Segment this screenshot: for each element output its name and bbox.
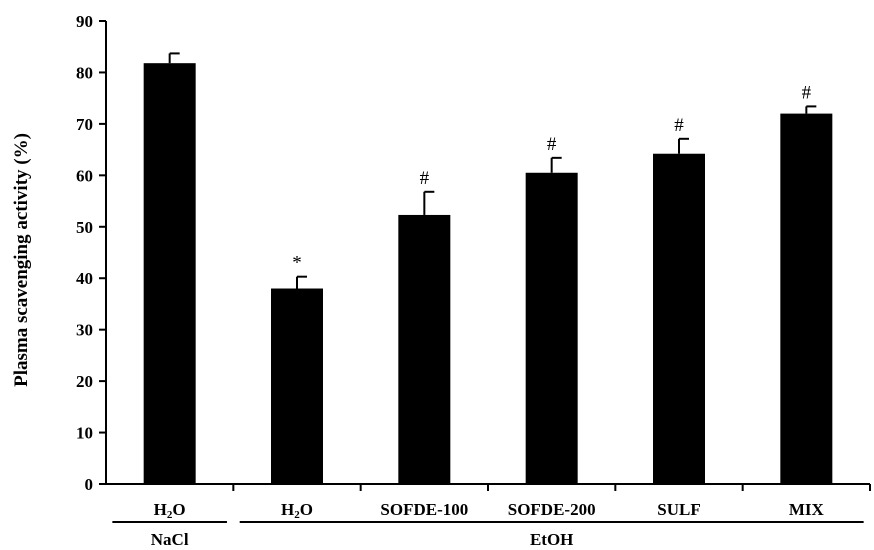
x-tick-label: MIX — [789, 500, 825, 519]
axes — [105, 21, 871, 491]
x-tick-label: SOFDE-200 — [508, 500, 596, 519]
group-labels: NaCl EtOH — [112, 521, 864, 549]
bar — [143, 63, 196, 484]
bars: * # # # # — [143, 52, 833, 484]
group-label: EtOH — [530, 530, 573, 549]
y-tick-label: 10 — [76, 424, 93, 443]
y-tick-label: 0 — [85, 475, 94, 494]
y-tick-label: 40 — [76, 269, 93, 288]
x-axis-labels: H2O H2O SOFDE-100 SOFDE-200 SULF MIX — [154, 500, 825, 521]
group-label: NaCl — [151, 530, 189, 549]
significance-mark: # — [674, 115, 684, 136]
significance-mark: # — [547, 134, 557, 155]
x-tick-label: H2O — [154, 500, 186, 521]
y-axis-ticks: 0 10 20 30 40 50 60 70 80 90 — [76, 12, 106, 494]
y-axis-label: Plasma scavenging activity (%) — [11, 133, 32, 387]
x-tick-label: SOFDE-100 — [380, 500, 468, 519]
y-tick-label: 60 — [76, 166, 93, 185]
y-tick-label: 50 — [76, 218, 93, 237]
y-tick-label: 90 — [76, 12, 93, 31]
bar — [525, 172, 578, 484]
y-tick-label: 20 — [76, 372, 93, 391]
significance-mark: # — [420, 168, 430, 189]
bar — [271, 288, 323, 484]
y-tick-label: 30 — [76, 321, 93, 340]
bar — [780, 113, 833, 484]
x-tick-label: H2O — [281, 500, 313, 521]
y-tick-label: 80 — [76, 63, 93, 82]
bar — [653, 153, 705, 484]
significance-mark: * — [292, 253, 302, 274]
significance-mark: # — [802, 82, 812, 103]
bar — [398, 214, 451, 484]
y-tick-label: 70 — [76, 115, 93, 134]
x-tick-label: SULF — [657, 500, 700, 519]
